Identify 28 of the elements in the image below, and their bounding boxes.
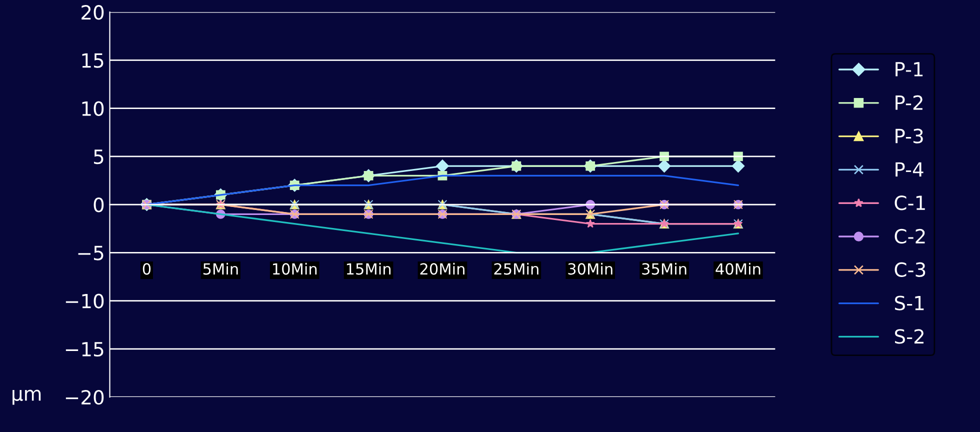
legend-label: P-1: [896, 62, 923, 76]
legend-label: C-2: [894, 228, 925, 244]
x-tick-label: 30Min: [568, 262, 612, 275]
legend-label: P-2: [896, 95, 922, 110]
y-tick-label: 20: [82, 5, 104, 20]
x-tick-label: 35Min: [642, 262, 686, 275]
y-tick-label: −15: [66, 342, 104, 357]
x-tick-label: 20Min: [420, 262, 464, 275]
x-tick-label: 5Min: [203, 262, 238, 275]
x-tick-label: 15Min: [346, 262, 391, 275]
legend-label: S-2: [894, 329, 924, 344]
legend-label: S-1: [894, 296, 924, 310]
legend-label: P-3: [896, 128, 923, 144]
y-tick-label: 5: [94, 150, 104, 164]
y-axis-title: μm: [12, 390, 41, 405]
y-tick-label: −10: [66, 294, 104, 308]
x-tick-label: 40Min: [716, 262, 760, 275]
y-tick-label: −5: [78, 246, 104, 260]
x-tick-label: 25Min: [494, 262, 538, 275]
y-tick-label: 10: [82, 101, 104, 116]
legend-label: C-1: [894, 195, 925, 210]
y-tick-label: −20: [66, 390, 104, 405]
x-tick-label: 0: [142, 263, 151, 275]
legend-label: P-4: [896, 162, 924, 177]
y-tick-label: 0: [94, 198, 104, 212]
legend-label: C-3: [894, 262, 926, 277]
y-tick-label: 15: [82, 53, 104, 68]
x-tick-label: 10Min: [273, 262, 317, 275]
